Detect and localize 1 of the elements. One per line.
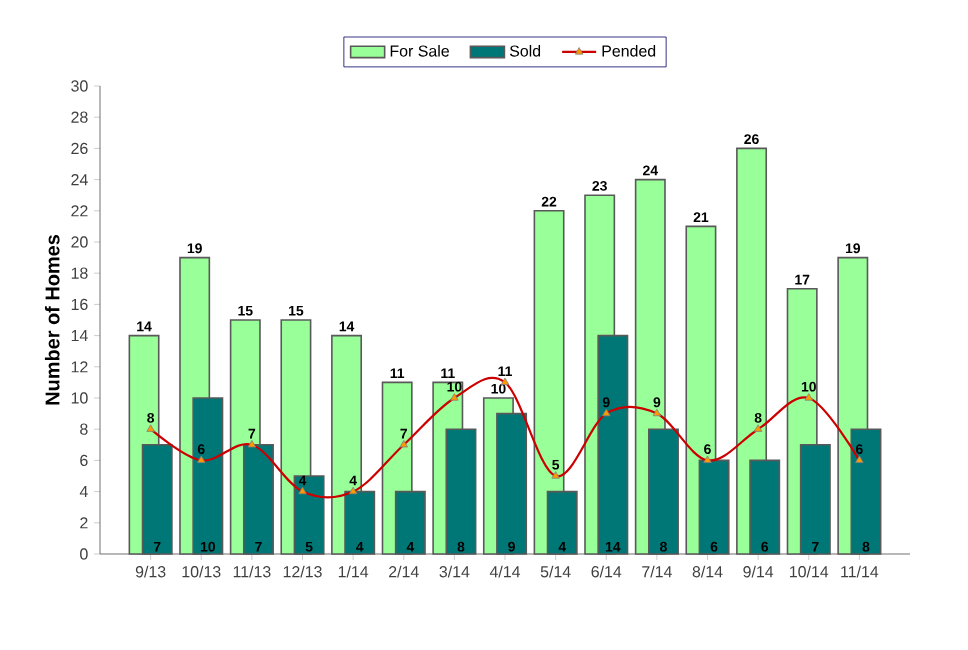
y-axis-title: Number of Homes — [44, 235, 60, 405]
